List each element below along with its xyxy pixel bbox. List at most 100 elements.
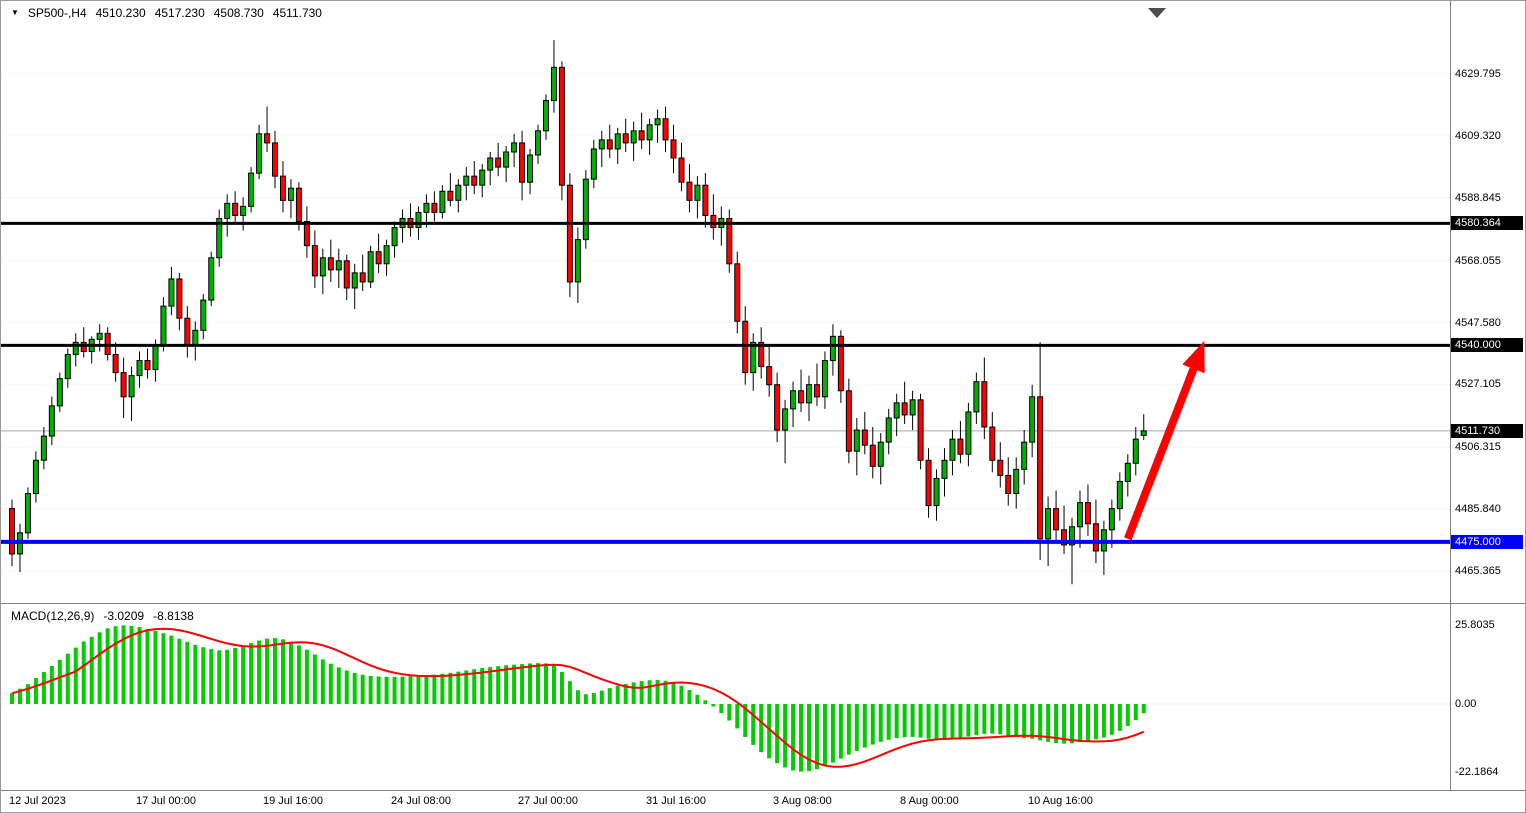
price-axis-label: 4527.105	[1455, 378, 1501, 391]
candle-body	[550, 66, 557, 102]
macd-histogram-bar	[974, 704, 979, 736]
candle	[957, 420, 964, 464]
candle-body	[630, 130, 637, 144]
candle	[806, 375, 812, 421]
arrow-annotation[interactable]	[1124, 340, 1205, 541]
candle-body	[806, 384, 812, 404]
macd-histogram-bar	[966, 704, 971, 737]
candle	[471, 161, 478, 195]
candle	[861, 411, 868, 455]
macd-histogram-bar	[639, 681, 644, 704]
candle	[821, 351, 828, 409]
close-value: 4511.730	[272, 6, 322, 20]
candle	[1029, 384, 1036, 458]
macd-histogram-bar	[799, 704, 804, 772]
candle	[718, 206, 725, 246]
candle	[24, 487, 31, 539]
candle	[343, 254, 350, 301]
macd-histogram-bar	[1038, 704, 1043, 741]
macd-histogram-bar	[926, 704, 931, 739]
candle	[837, 330, 844, 403]
macd-histogram-bar	[249, 643, 254, 704]
candle	[519, 130, 526, 201]
candle	[758, 327, 765, 379]
candle-body	[1021, 441, 1028, 470]
candle-body	[1037, 396, 1044, 540]
candle-body	[837, 335, 844, 392]
macd-histogram-bar	[623, 683, 628, 704]
macd-histogram-bar	[1030, 704, 1035, 739]
candle	[64, 348, 71, 388]
candle-body	[790, 390, 797, 410]
macd-histogram-bar	[456, 671, 461, 704]
candle	[813, 363, 820, 406]
candle	[184, 306, 191, 358]
macd-histogram-bar	[567, 681, 572, 704]
candle	[909, 390, 916, 431]
macd-histogram-bar	[671, 682, 676, 704]
candle-body	[1124, 462, 1131, 482]
candle	[248, 167, 255, 213]
macd-histogram-bar	[185, 641, 190, 704]
macd-histogram-bar	[1046, 704, 1051, 742]
chart-canvas[interactable]	[1, 1, 1526, 791]
macd-histogram-bar	[759, 704, 764, 753]
candle-body	[909, 399, 916, 416]
candle	[702, 173, 709, 228]
candle-body	[136, 360, 143, 377]
macd-histogram-bar	[49, 665, 54, 704]
candle-body	[606, 139, 613, 150]
candle	[1140, 414, 1147, 440]
macd-histogram-bar	[57, 659, 62, 704]
candle	[981, 357, 988, 440]
macd-histogram-bar	[217, 650, 222, 704]
candle	[455, 179, 462, 213]
candle	[503, 145, 510, 183]
macd-histogram-bar	[169, 635, 174, 704]
candle-body	[1092, 523, 1099, 552]
candle	[774, 372, 781, 443]
macd-histogram-bar	[838, 704, 843, 759]
candle	[710, 194, 717, 240]
macd-histogram-bar	[1141, 704, 1146, 714]
macd-histogram-bar	[998, 704, 1003, 735]
macd-histogram-bar	[368, 675, 373, 704]
price-level-badge: 4475.000	[1451, 534, 1523, 549]
candle-body	[503, 151, 510, 168]
chart-shift-marker[interactable]	[1148, 8, 1166, 18]
price-axis-label: 4629.795	[1455, 68, 1501, 80]
time-axis[interactable]: 12 Jul 2023 17 Jul 00:00 19 Jul 16:00 24 Ju…	[1, 792, 1525, 812]
candle	[558, 61, 565, 201]
candle-body	[56, 378, 63, 407]
macd-histogram-bar	[432, 674, 437, 704]
macd-histogram-bar	[121, 625, 126, 704]
candle-body	[24, 493, 31, 534]
macd-histogram-bar	[607, 688, 612, 704]
candle-body	[383, 245, 390, 265]
candle	[383, 239, 390, 276]
macd-histogram-bar	[958, 704, 963, 739]
candle	[853, 417, 860, 476]
candle	[965, 402, 972, 467]
candle	[479, 164, 486, 198]
macd-histogram-bar	[392, 676, 397, 704]
candle-body	[519, 142, 526, 183]
macd-histogram-bar	[73, 647, 78, 704]
price-axis[interactable]: 4629.795 4609.320 4588.845 4580.364 4568.055…	[1450, 1, 1525, 791]
symbol-dropdown-icon[interactable]: ▼	[11, 8, 19, 17]
candle-body	[989, 426, 996, 461]
candle-body	[694, 184, 701, 201]
price-axis-label: 4547.580	[1455, 316, 1501, 329]
candle-body	[160, 305, 167, 346]
macd-axis-label: 0.00	[1455, 698, 1477, 710]
candle-body	[853, 429, 860, 452]
candle	[463, 167, 470, 201]
macd-histogram-bar	[942, 704, 947, 740]
macd-histogram-bar	[328, 663, 333, 704]
candle	[574, 227, 581, 304]
price-axis-label: 4568.055	[1455, 254, 1501, 267]
candle-body	[766, 366, 773, 386]
candle-body	[965, 411, 972, 455]
candle-body	[455, 184, 462, 201]
